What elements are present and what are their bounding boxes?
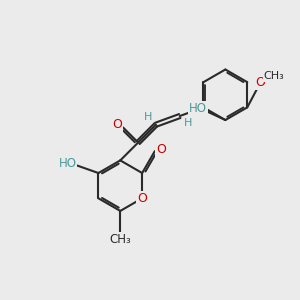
Text: O: O: [112, 118, 122, 131]
Text: CH₃: CH₃: [110, 233, 131, 246]
Text: H: H: [143, 112, 152, 122]
Text: HO: HO: [189, 102, 207, 115]
Text: HO: HO: [58, 157, 76, 169]
Text: CH₃: CH₃: [264, 71, 284, 81]
Text: O: O: [156, 143, 166, 156]
Text: H: H: [184, 118, 192, 128]
Text: O: O: [255, 76, 265, 89]
Text: O: O: [137, 192, 147, 205]
